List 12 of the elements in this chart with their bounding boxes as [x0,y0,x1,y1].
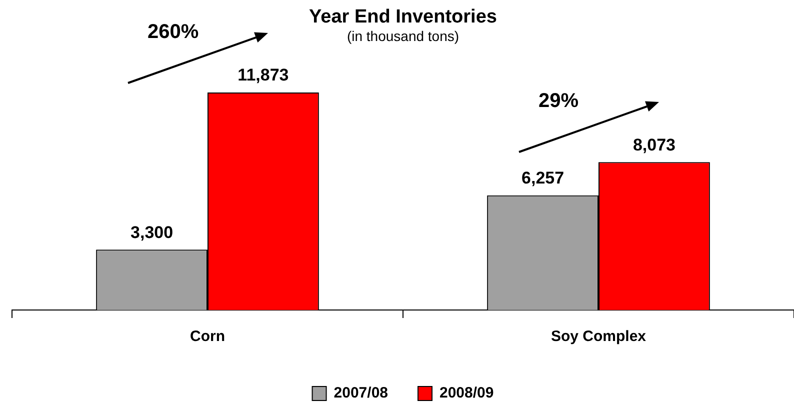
data-label: 8,073 [632,135,676,154]
chart-title: Year End Inventories [309,6,497,28]
data-label: 3,300 [130,222,174,242]
text: 260% [148,20,199,44]
legend-label: 2008/09 [440,384,494,402]
annotation: 29% [538,90,579,114]
data-label: 11,873 [238,66,289,85]
chart-subtitle: (in thousand tons) [346,28,460,44]
legend-label: 2007/08 [334,384,388,402]
x-tick-label: Corn [190,328,225,346]
data-label: 6,257 [522,168,564,188]
x-tick-label: Soy Complex [550,328,647,346]
